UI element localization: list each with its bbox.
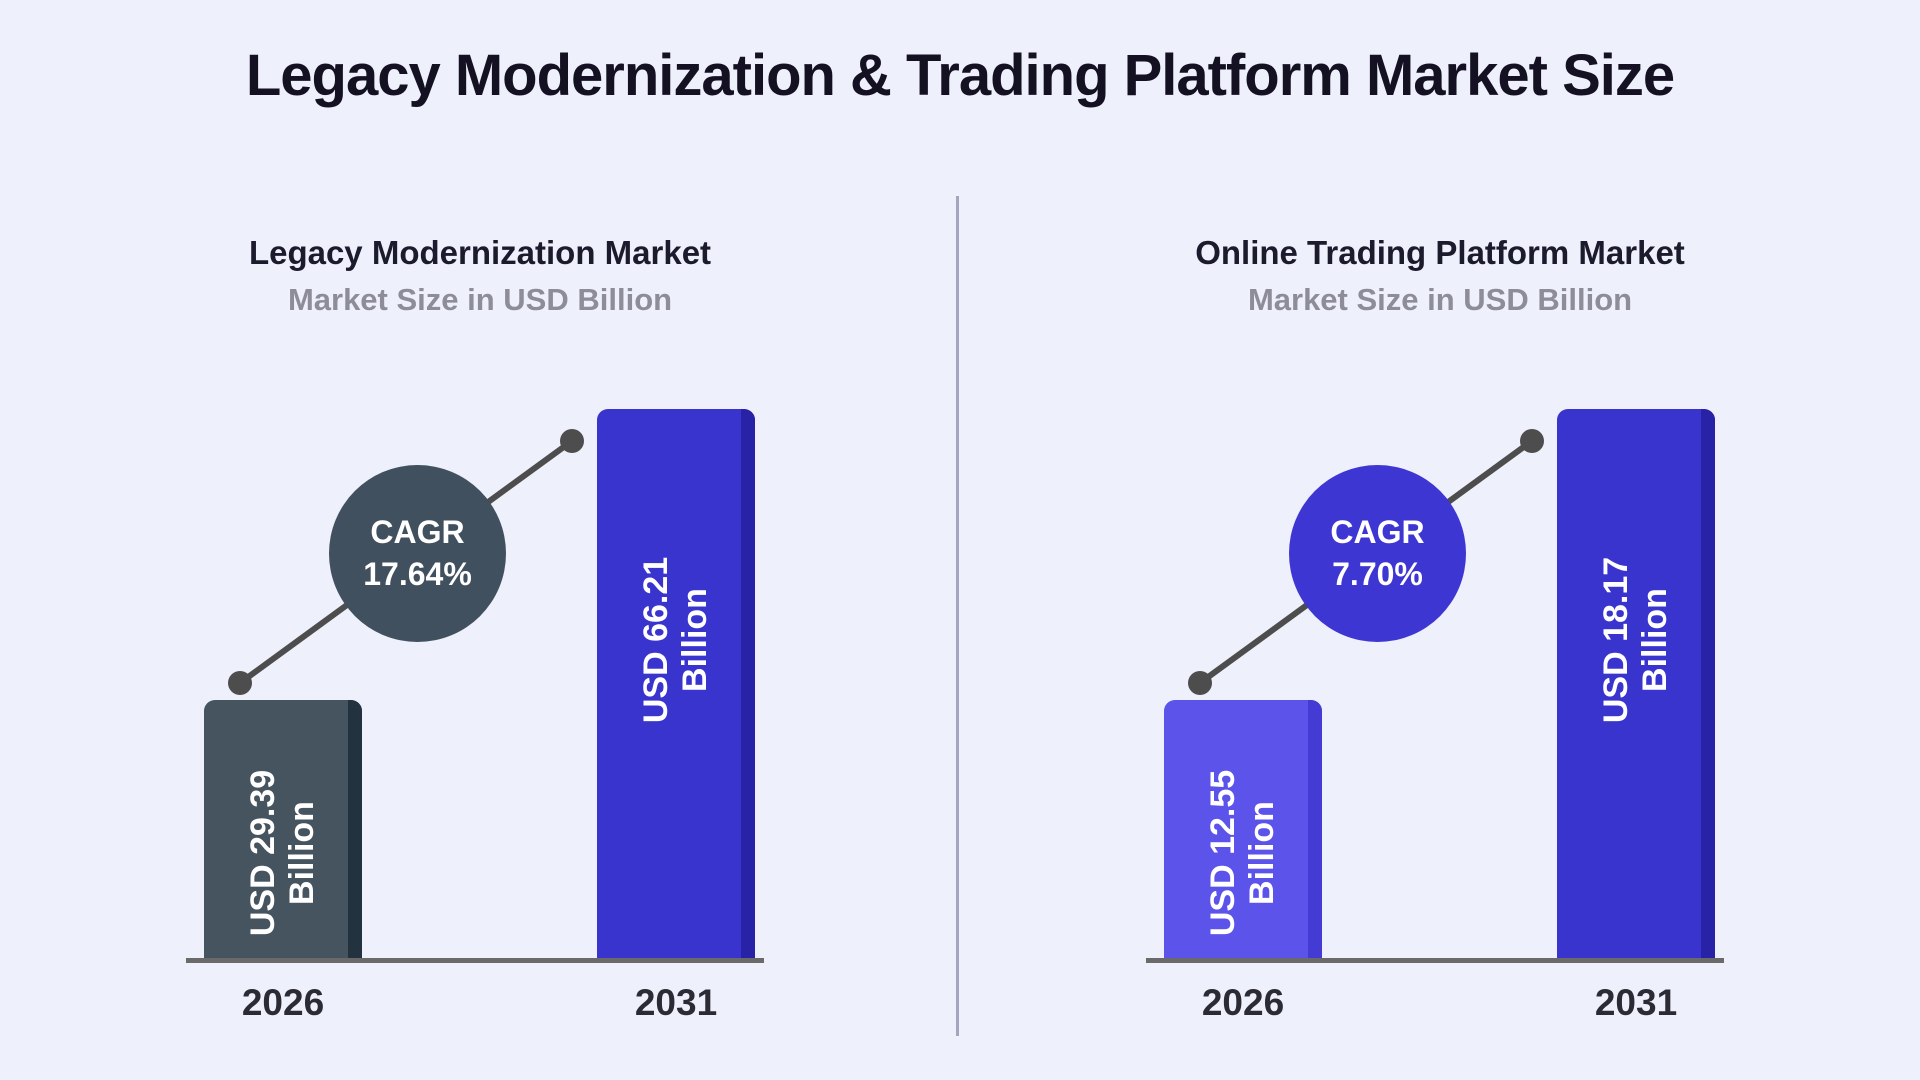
connector-dot-end [560,429,584,453]
x-axis-label-2026: 2026 [241,982,325,1023]
panel-divider [956,196,959,1036]
bar-2031: USD 18.17 Billion [1557,409,1715,958]
bar-value-label: USD 12.55 Billion [1164,700,1322,958]
x-axis-line [186,958,764,963]
bar-value-label: USD 66.21 Billion [597,409,755,958]
cagr-value: 7.70% [1332,555,1423,592]
bar-2026: USD 29.39 Billion [204,700,362,958]
bar-value-line1: USD 66.21 [636,556,675,723]
bar-3d-edge [348,700,362,958]
connector-dot-end [1520,429,1544,453]
cagr-badge: CAGR 17.64% [329,465,506,642]
bar-value-line2: Billion [1243,801,1281,905]
bar-3d-edge [1308,700,1322,958]
connector-dot-start [228,671,252,695]
bar-3d-edge [741,409,755,958]
cagr-label: CAGR [370,513,465,550]
bar-value-line2: Billion [1636,587,1674,692]
bar-2031: USD 66.21 Billion [597,409,755,958]
bar-value-line1: USD 29.39 [243,769,282,937]
x-axis-label-2026: 2026 [1201,982,1285,1023]
connector-dot-start [1188,671,1212,695]
bar-2026: USD 12.55 Billion [1164,700,1322,958]
page-title: Legacy Modernization & Trading Platform … [245,43,1675,108]
cagr-badge: CAGR 7.70% [1289,465,1466,642]
bar-value-line2: Billion [283,801,321,905]
bar-3d-edge [1701,409,1715,958]
bar-value-label: USD 29.39 Billion [204,700,362,958]
chart-title: Online Trading Platform Market [1195,234,1685,271]
cagr-label: CAGR [1330,513,1425,550]
bar-value-line1: USD 12.55 [1203,769,1242,937]
bar-value-line1: USD 18.17 [1596,556,1635,723]
x-axis-label-2031: 2031 [634,982,718,1023]
bar-value-line2: Billion [676,587,714,692]
cagr-value: 17.64% [363,555,472,592]
bar-value-label: USD 18.17 Billion [1557,409,1715,958]
chart-subtitle: Market Size in USD Billion [1247,282,1633,317]
chart-title: Legacy Modernization Market [248,234,712,271]
x-axis-line [1146,958,1724,963]
chart-subtitle: Market Size in USD Billion [287,282,673,317]
x-axis-label-2031: 2031 [1594,982,1678,1023]
